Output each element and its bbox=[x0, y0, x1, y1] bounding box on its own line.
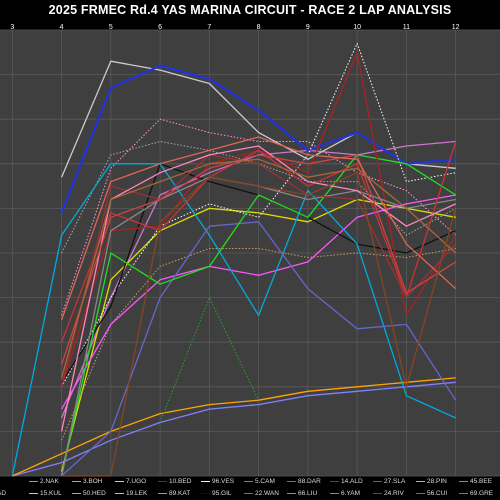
x-axis-ticks: 3 4 5 6 7 8 9 10 11 12 bbox=[10, 24, 459, 31]
legend-label: AD bbox=[0, 490, 7, 497]
series-line-69-gre bbox=[60, 158, 457, 379]
legend-label: 3.BOH bbox=[83, 478, 103, 485]
legend-item: 27.SLA bbox=[373, 476, 405, 488]
legend-label: 89.KAT bbox=[169, 490, 191, 497]
legend-label: 50.HED bbox=[83, 490, 106, 497]
legend-item: 24.RIV bbox=[373, 488, 404, 500]
legend-item: 3.BOH bbox=[72, 476, 103, 488]
x-tick-label: 10 bbox=[353, 24, 361, 31]
x-tick-label: 7 bbox=[207, 24, 211, 31]
legend-label: 28.PIN bbox=[427, 478, 447, 485]
series-line-27-sla bbox=[60, 141, 457, 343]
series-line-0 bbox=[12, 381, 456, 477]
x-tick-label: 3 bbox=[10, 24, 14, 31]
legend-label: 19.LEK bbox=[126, 490, 148, 497]
series-line-10-bed bbox=[60, 64, 456, 214]
legend-item: 2.NAK bbox=[29, 476, 59, 488]
legend-label: 45.BEE bbox=[470, 478, 493, 485]
legend-item: 69.GRE bbox=[459, 488, 493, 500]
series-line-45-bee bbox=[60, 136, 457, 321]
series-line-19-lek bbox=[61, 118, 457, 316]
legend-swatch bbox=[287, 480, 296, 482]
legend-item: 96.VES bbox=[201, 476, 234, 488]
series-line-88-dar bbox=[61, 221, 457, 477]
legend-swatch bbox=[373, 492, 382, 494]
x-tick-label: 4 bbox=[60, 24, 64, 31]
legend-swatch bbox=[416, 480, 425, 482]
legend-swatch bbox=[72, 492, 81, 494]
legend-item: 88.DAR bbox=[287, 476, 321, 488]
x-tick-label: 8 bbox=[257, 24, 261, 31]
legend-item: 95.GIL bbox=[201, 488, 232, 500]
legend-swatch bbox=[72, 480, 81, 482]
legend-item: 14.ALD bbox=[330, 476, 363, 488]
legend-label: 96.VES bbox=[212, 478, 235, 485]
series-lines bbox=[11, 42, 457, 477]
legend-swatch bbox=[330, 480, 339, 482]
series-line-96-ves bbox=[61, 42, 456, 388]
legend-swatch bbox=[29, 480, 38, 482]
legend-item: 7.UGO bbox=[115, 476, 146, 488]
legend-swatch bbox=[416, 492, 425, 494]
legend-item: 22.WAN bbox=[244, 488, 279, 500]
legend-swatch bbox=[201, 480, 210, 482]
x-tick-label: 12 bbox=[452, 24, 460, 31]
legend-label: 56.CUI bbox=[427, 490, 448, 497]
legend-swatch bbox=[158, 492, 167, 494]
legend-swatch bbox=[115, 480, 124, 482]
legend-swatch bbox=[158, 480, 167, 482]
legend-label: 2.NAK bbox=[40, 478, 59, 485]
legend-label: 22.WAN bbox=[255, 490, 279, 497]
series-line-28-pin bbox=[60, 145, 456, 432]
legend-item: 66.LIU bbox=[287, 488, 317, 500]
series-line-24 bbox=[61, 172, 457, 477]
series-line-1 bbox=[12, 377, 456, 477]
legend-swatch bbox=[201, 492, 210, 494]
legend-item: 56.CUI bbox=[416, 488, 447, 500]
x-tick-label: 5 bbox=[109, 24, 113, 31]
legend-item: 28.PIN bbox=[416, 476, 447, 488]
legend-swatch bbox=[287, 492, 296, 494]
legend-label: 69.GRE bbox=[470, 490, 494, 497]
x-tick-label: 6 bbox=[158, 24, 162, 31]
legend-label: 5.CAM bbox=[255, 478, 275, 485]
legend-item: 10.BED bbox=[158, 476, 191, 488]
legend-label: 88.DAR bbox=[298, 478, 321, 485]
legend-item: AD bbox=[0, 488, 6, 500]
legend-swatch bbox=[115, 492, 124, 494]
legend-label: 95.GIL bbox=[212, 490, 232, 497]
legend-swatch bbox=[373, 480, 382, 482]
legend-label: 66.LIU bbox=[298, 490, 318, 497]
legend-label: 14.ALD bbox=[341, 478, 363, 485]
series-line-56-cui bbox=[60, 154, 457, 365]
legend-label: 10.BED bbox=[169, 478, 192, 485]
legend-label: 24.RIV bbox=[384, 490, 404, 497]
legend-label: 7.UGO bbox=[126, 478, 147, 485]
legend-item: 5.CAM bbox=[244, 476, 275, 488]
series-line-66-liu bbox=[60, 154, 457, 477]
legend-swatch bbox=[244, 492, 253, 494]
legend-label: 15.KUL bbox=[40, 490, 62, 497]
chart-title: 2025 FRMEC Rd.4 YAS MARINA CIRCUIT - RAC… bbox=[48, 3, 452, 17]
legend: 2.NAK 3.BOH 7.UGO 10.BED 96.VES 5.CAM 88.DAR 14… bbox=[0, 476, 500, 500]
legend-label: 6.YAM bbox=[341, 490, 361, 497]
series-line-89-kat bbox=[61, 194, 456, 410]
legend-swatch bbox=[330, 492, 339, 494]
legend-item: 6.YAM bbox=[330, 488, 360, 500]
legend-item: 15.KUL bbox=[29, 488, 62, 500]
legend-swatch bbox=[29, 492, 38, 494]
series-line-5-cam bbox=[11, 163, 456, 477]
x-tick-label: 11 bbox=[403, 24, 410, 31]
legend-swatch bbox=[244, 480, 253, 482]
legend-item: 45.BEE bbox=[459, 476, 492, 488]
legend-item: 19.LEK bbox=[115, 488, 147, 500]
legend-label: 27.SLA bbox=[384, 478, 406, 485]
legend-item: 50.HED bbox=[72, 488, 106, 500]
legend-item: 89.KAT bbox=[158, 488, 190, 500]
legend-swatch bbox=[459, 492, 468, 494]
legend-swatch bbox=[459, 480, 468, 482]
x-tick-label: 9 bbox=[306, 24, 310, 31]
series-line-50-hed bbox=[61, 248, 456, 441]
